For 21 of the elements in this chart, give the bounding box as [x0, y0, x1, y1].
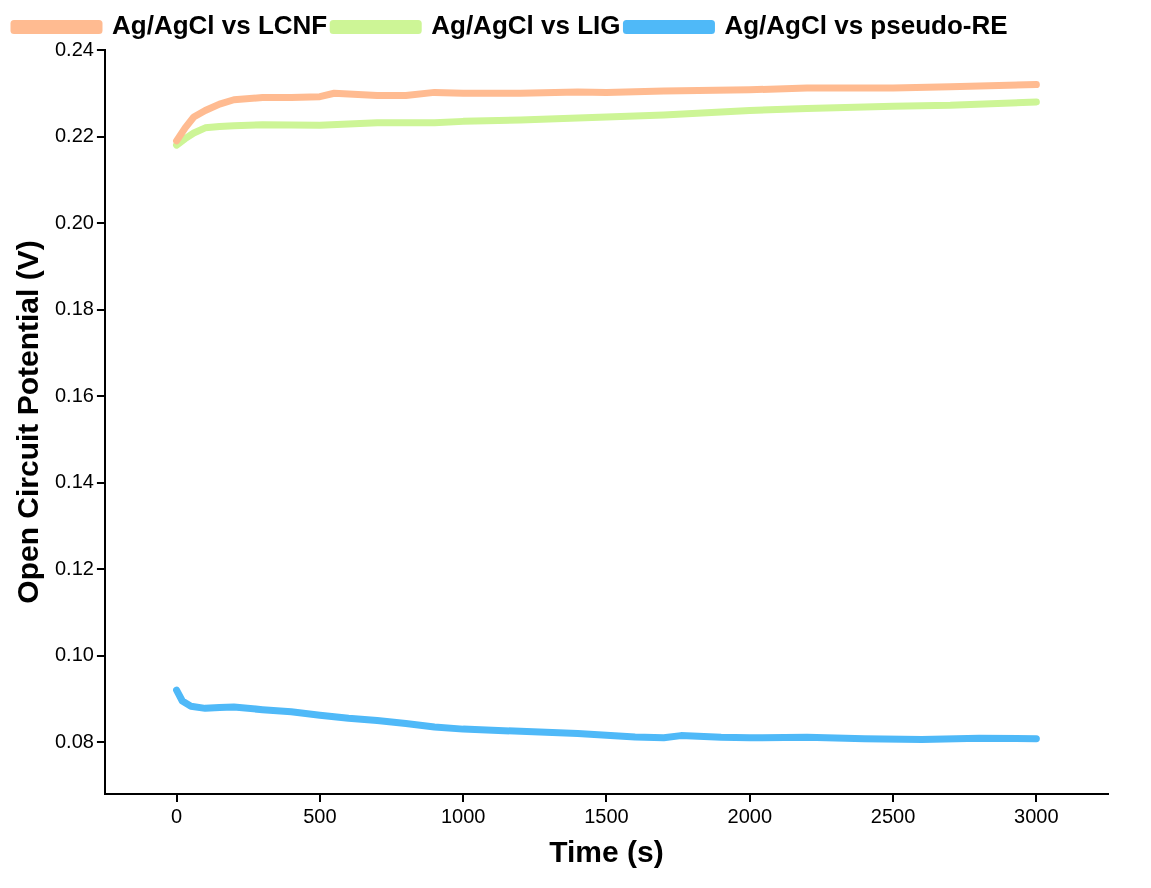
x-tick-label: 2000 — [727, 804, 773, 827]
y-tick-label: 0.20 — [54, 210, 94, 233]
x-tick-label: 2500 — [870, 804, 916, 827]
legend-label: Ag/AgCl vs pseudo-RE — [724, 10, 1008, 41]
x-axis-title: Time (s) — [549, 835, 664, 869]
x-tick-label: 500 — [303, 804, 337, 827]
legend-label: Ag/AgCl vs LIG — [431, 10, 621, 41]
y-tick-label: 0.18 — [54, 297, 94, 320]
y-tick-label: 0.14 — [54, 470, 94, 493]
y-tick-label: 0.24 — [54, 37, 94, 60]
y-axis-title: Open Circuit Potential (V) — [11, 240, 45, 604]
y-tick-label: 0.10 — [54, 643, 94, 666]
x-tick-label: 1000 — [440, 804, 486, 827]
x-tick-label: 0 — [171, 804, 183, 827]
y-tick-label: 0.12 — [54, 556, 94, 579]
x-tick-label: 1500 — [584, 804, 629, 827]
legend-label: Ag/AgCl vs LCNF — [112, 10, 328, 41]
y-tick-label: 0.16 — [54, 383, 94, 406]
x-tick-label: 3000 — [1014, 804, 1059, 827]
y-tick-label: 0.08 — [54, 729, 94, 752]
y-tick-label: 0.22 — [54, 124, 94, 147]
